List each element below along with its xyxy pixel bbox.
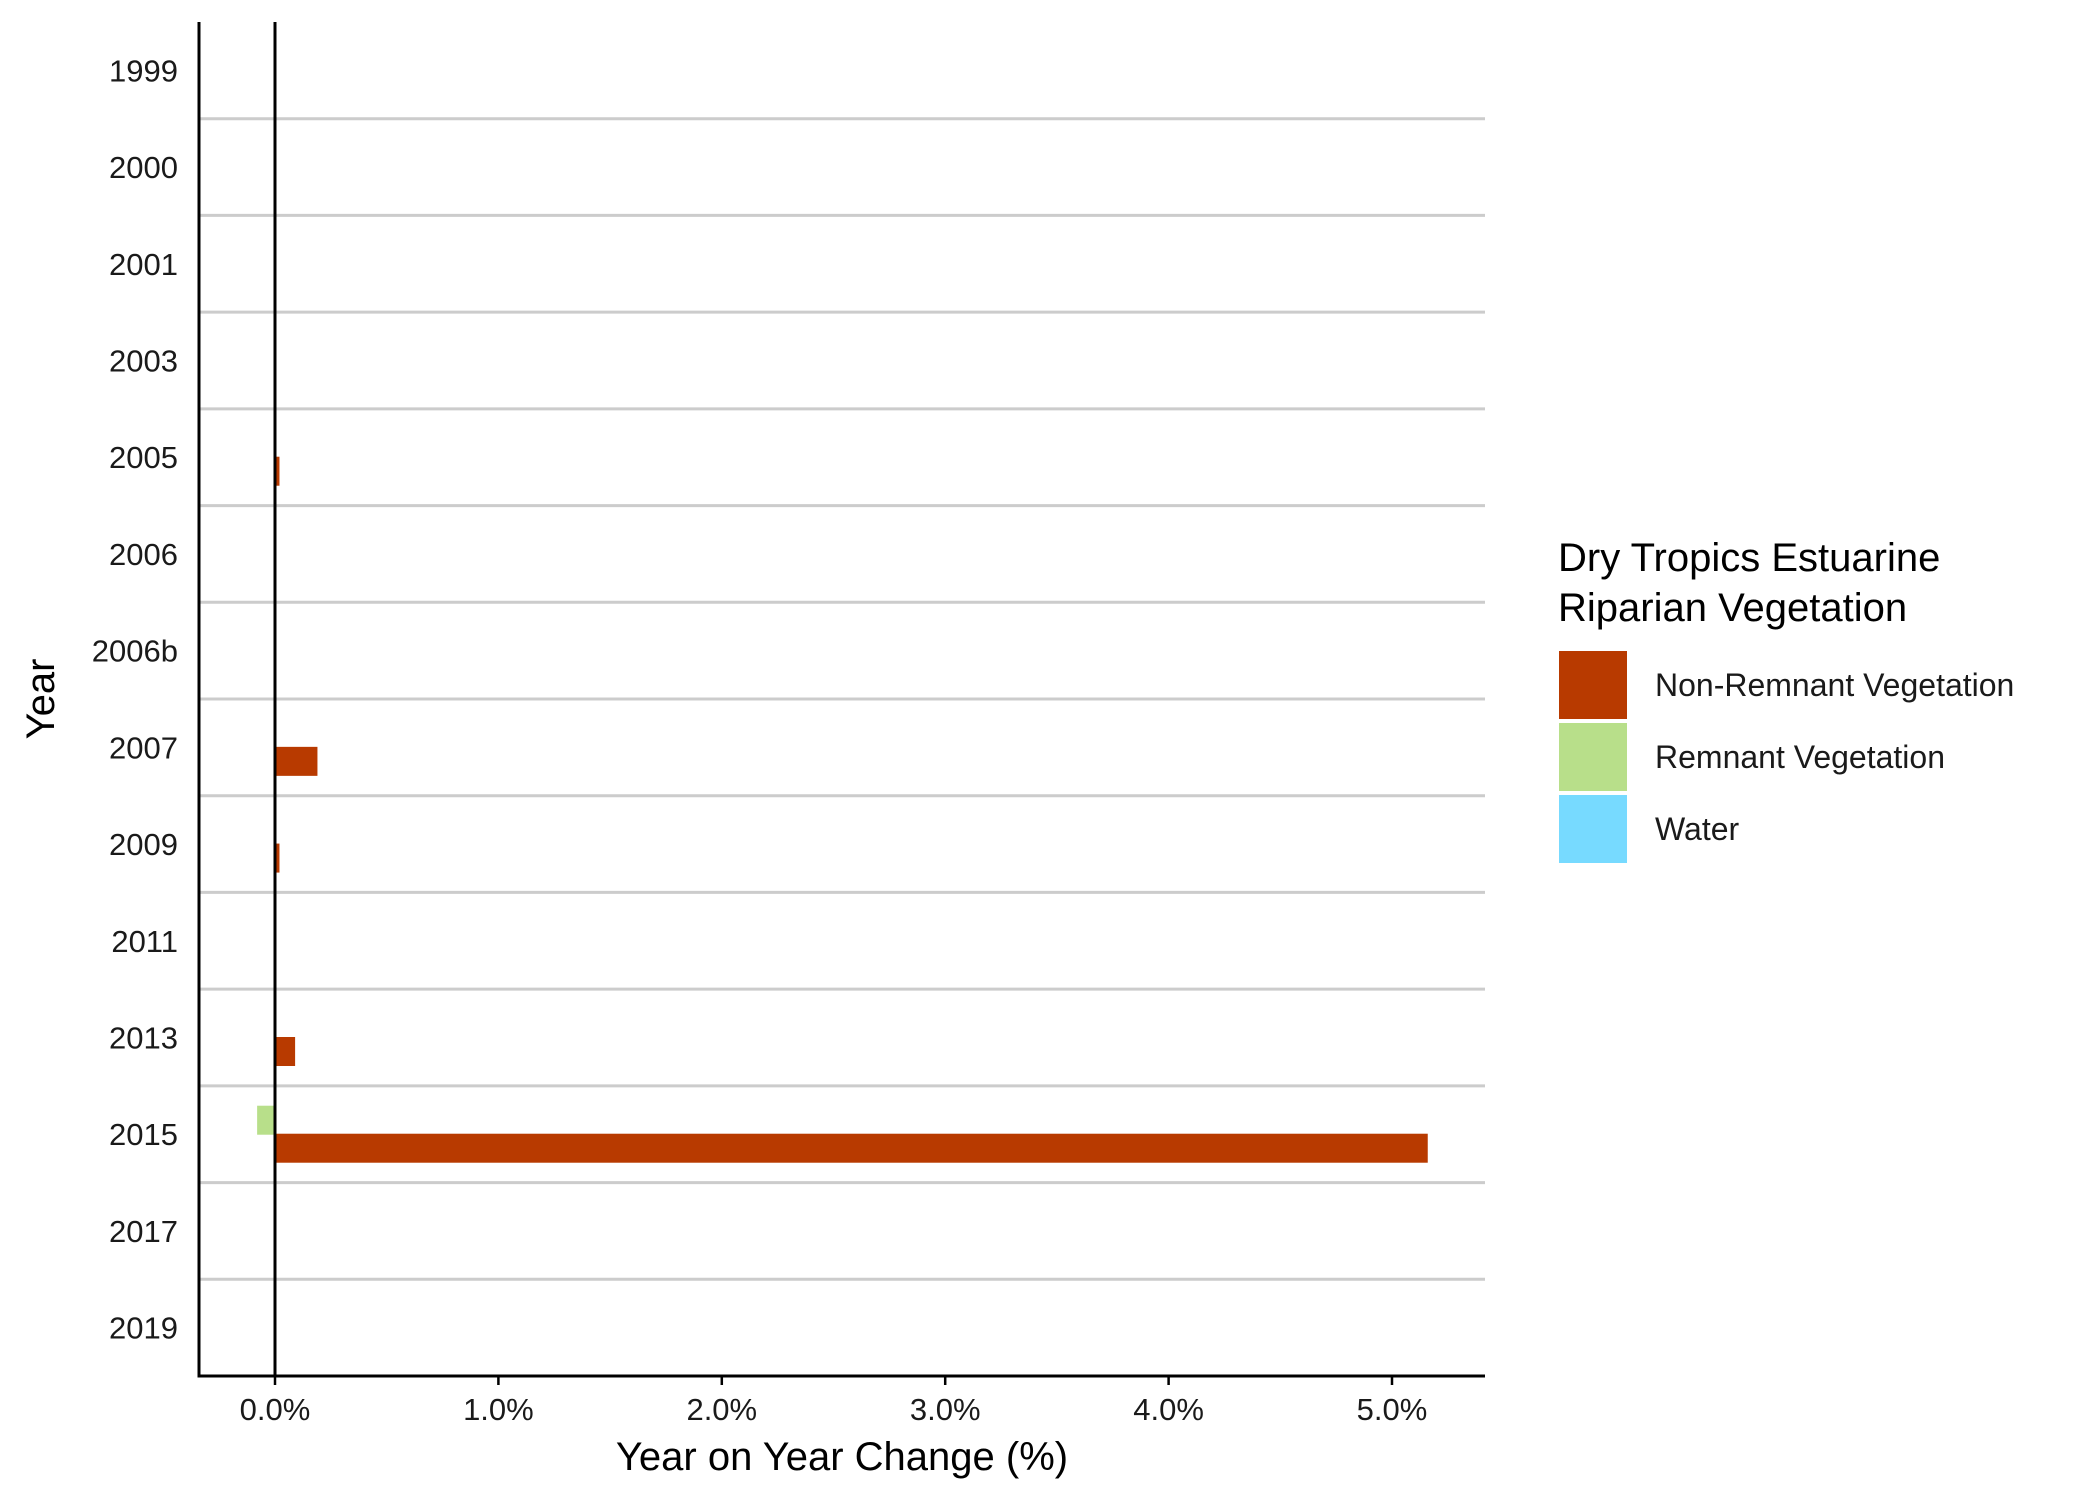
bar — [275, 1133, 1428, 1163]
legend-label: Remnant Vegetation — [1655, 739, 1945, 775]
y-tick-label: 1999 — [109, 53, 178, 88]
x-tick-label: 2.0% — [686, 1392, 757, 1427]
y-tick-label: 2000 — [109, 150, 178, 185]
bar — [275, 746, 318, 776]
y-tick-label: 2003 — [109, 344, 178, 379]
legend-title-line-2: Riparian Vegetation — [1558, 586, 1907, 630]
legend-key — [1557, 793, 1629, 865]
y-tick-label: 2006 — [109, 537, 178, 572]
x-tick-label: 1.0% — [463, 1392, 534, 1427]
y-tick-label: 2007 — [109, 730, 178, 765]
bar — [275, 456, 280, 486]
legend: Dry Tropics Estuarine Riparian Vegetatio… — [1557, 536, 2014, 865]
y-tick-label: 2009 — [109, 827, 178, 862]
bars — [257, 456, 1428, 1163]
x-tick-labels: 0.0% 1.0% 2.0% 3.0% 4.0% 5.0% — [240, 1376, 1428, 1427]
legend-label: Non-Remnant Vegetation — [1655, 667, 2014, 703]
legend-title-line-1: Dry Tropics Estuarine — [1558, 536, 1940, 580]
y-axis-title: Year — [19, 659, 63, 740]
y-tick-label: 2005 — [109, 440, 178, 475]
gridlines — [199, 117, 1485, 1281]
y-tick-label: 2013 — [109, 1021, 178, 1056]
legend-items: Non-Remnant Vegetation Remnant Vegetation… — [1557, 649, 2014, 865]
y-tick-label: 2015 — [109, 1117, 178, 1152]
y-tick-label: 2019 — [109, 1311, 178, 1346]
legend-key — [1557, 649, 1629, 721]
legend-label: Water — [1655, 811, 1740, 847]
x-axis-title: Year on Year Change (%) — [616, 1435, 1068, 1479]
y-tick-label: 2017 — [109, 1214, 178, 1249]
x-tick-label: 3.0% — [910, 1392, 981, 1427]
x-tick-label: 0.0% — [240, 1392, 311, 1427]
y-tick-label: 2011 — [111, 924, 178, 959]
y-tick-label: 2001 — [109, 247, 178, 282]
y-tick-labels: 1999 2000 2001 2003 2005 2006 2006b 2007 2009 201… — [92, 53, 178, 1345]
legend-key — [1557, 721, 1629, 793]
y-tick-label: 2006b — [92, 634, 178, 669]
bar — [257, 1105, 275, 1135]
x-tick-label: 5.0% — [1357, 1392, 1428, 1427]
bar — [275, 1037, 296, 1066]
bar — [275, 843, 280, 873]
x-tick-label: 4.0% — [1133, 1392, 1204, 1427]
